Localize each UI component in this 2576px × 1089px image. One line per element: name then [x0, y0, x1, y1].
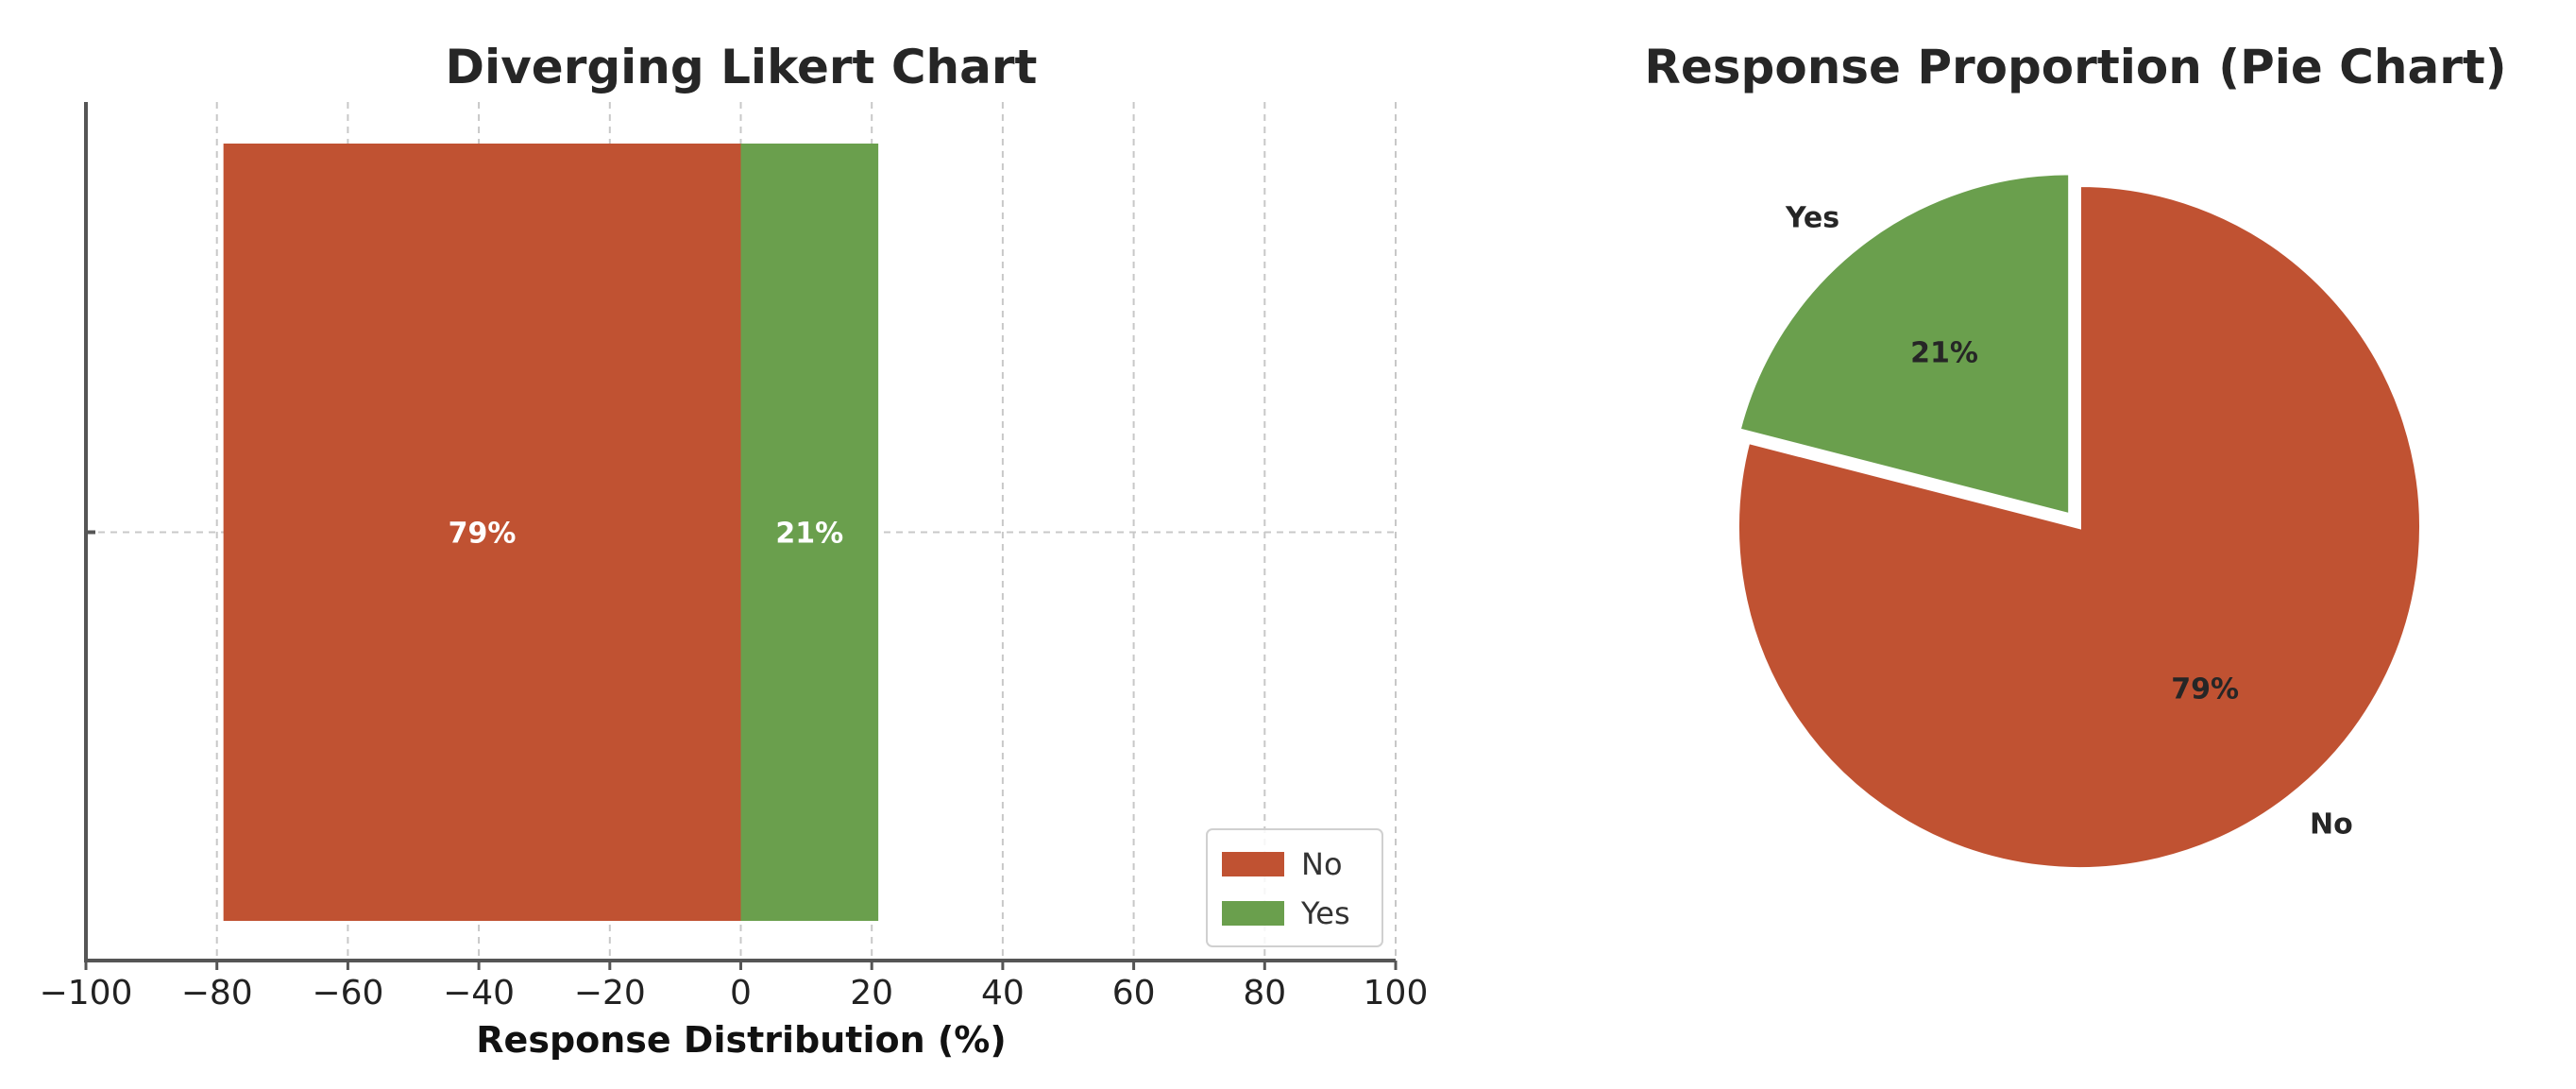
likert-bar-no [223, 144, 741, 921]
pie-category-label-yes: Yes [1785, 202, 1839, 235]
pie-category-label-no: No [2310, 808, 2353, 842]
likert-x-tick-label: −60 [312, 974, 383, 1012]
likert-legend-swatch-yes [1222, 901, 1284, 926]
likert-chart-title: Diverging Likert Chart [446, 40, 1038, 94]
likert-x-tick-label: 60 [1112, 974, 1156, 1012]
pie-slices [1736, 171, 2423, 871]
likert-x-axis-label: Response Distribution (%) [476, 1019, 1006, 1061]
likert-legend-swatch-no [1222, 852, 1284, 876]
pie-chart: Response Proportion (Pie Chart) 79% No 21%… [1644, 40, 2507, 871]
pie-chart-title: Response Proportion (Pie Chart) [1644, 40, 2506, 94]
pie-percent-label-no: 79% [2171, 673, 2239, 706]
pie-labels: 79% No 21% Yes [1785, 202, 2353, 842]
likert-bars: 79% 21% [223, 144, 879, 921]
likert-chart: Diverging Likert Chart 79% 21% −100 −80 −60… [40, 40, 1429, 1061]
likert-x-tick-label: −20 [574, 974, 646, 1012]
likert-bar-label-no: 79% [449, 518, 517, 551]
pie-percent-label-yes: 21% [1910, 337, 1978, 370]
likert-x-tick-label: 80 [1243, 974, 1286, 1012]
likert-x-tick-label: 100 [1364, 974, 1429, 1012]
likert-x-tick-label: 0 [730, 974, 752, 1012]
likert-x-tick-label: −80 [181, 974, 253, 1012]
likert-bar-yes [740, 144, 879, 921]
likert-legend-label-yes: Yes [1300, 895, 1350, 931]
likert-x-tick-label: 40 [981, 974, 1025, 1012]
likert-x-tick-label: 20 [850, 974, 893, 1012]
likert-legend-frame [1206, 828, 1383, 947]
pie-slice-no [1736, 182, 2423, 871]
likert-x-tick-label: −40 [443, 974, 515, 1012]
likert-legend: No Yes [1206, 828, 1383, 947]
likert-ticks: −100 −80 −60 −40 −20 0 20 40 60 80 100 [40, 961, 1429, 1012]
pie-slice-yes [1737, 171, 2073, 518]
likert-x-tick-label: −100 [40, 974, 133, 1012]
likert-bar-label-yes: 21% [775, 518, 843, 551]
likert-legend-label-no: No [1301, 846, 1343, 882]
